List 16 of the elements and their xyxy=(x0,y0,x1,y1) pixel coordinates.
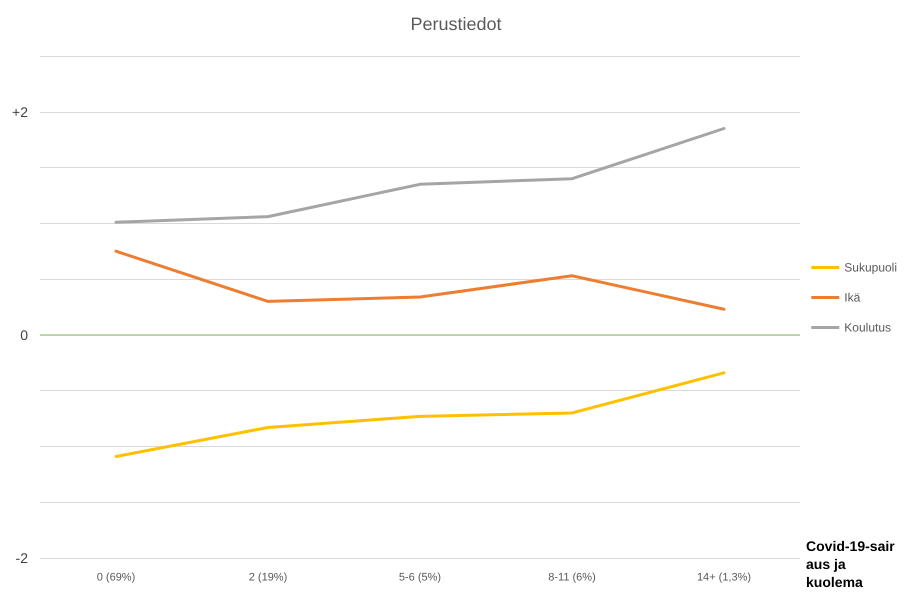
legend-label: Ikä xyxy=(844,290,861,304)
x-tick-label: 14+ (1,3%) xyxy=(696,572,752,584)
line-series xyxy=(114,127,726,224)
x-tick-label: 2 (19%) xyxy=(248,572,288,584)
x-tick-label: 0 (69%) xyxy=(96,572,136,584)
x-tick-label: 5-6 (5%) xyxy=(398,572,442,584)
legend-label: Koulutus xyxy=(844,320,891,334)
x-axis-title: Covid-19-sairaus ja kuolema xyxy=(806,538,896,590)
line-series xyxy=(114,371,726,458)
y-tick-label: -2 xyxy=(16,550,28,566)
line-series xyxy=(114,250,726,311)
chart-title: Perustiedot xyxy=(410,14,502,34)
y-tick-label: 0 xyxy=(20,326,28,343)
x-tick-label: 8-11 (6%) xyxy=(548,572,596,584)
y-tick-label: +2 xyxy=(12,104,28,120)
legend-label: Sukupuoli xyxy=(844,260,898,274)
